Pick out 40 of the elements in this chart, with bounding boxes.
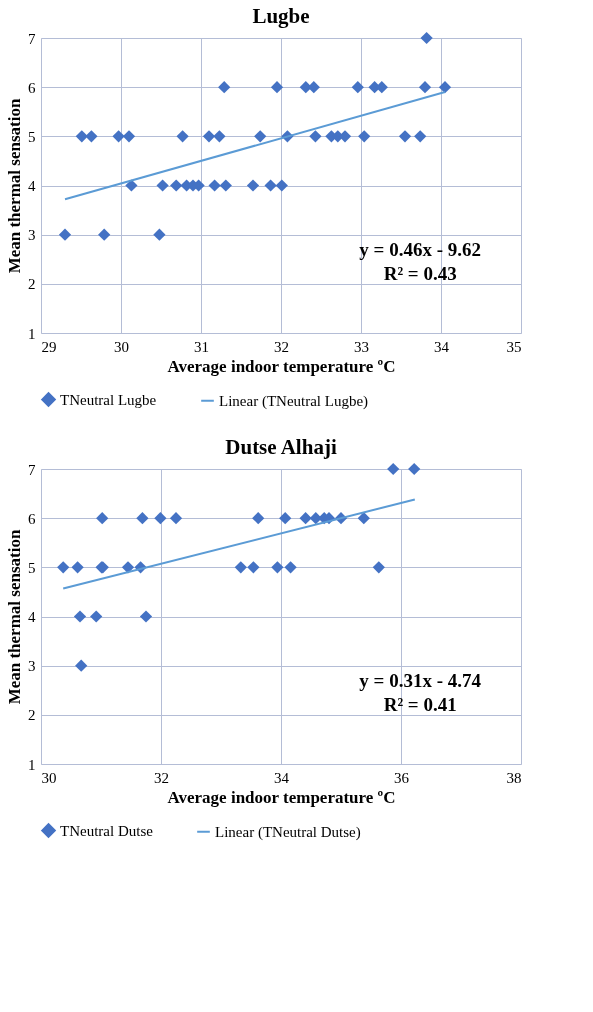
y-tick-label: 1	[28, 756, 36, 773]
x-tick-label: 32	[274, 338, 289, 355]
chart-title: Lugbe	[252, 4, 310, 28]
annotation: y = 0.31x - 4.74	[359, 670, 482, 692]
legend-label: TNeutral Dutse	[60, 822, 154, 839]
x-tick-label: 38	[506, 769, 522, 786]
x-tick-label: 34	[434, 338, 450, 355]
x-tick-label: 33	[354, 338, 369, 355]
y-tick-label: 6	[28, 79, 36, 96]
y-tick-label: 5	[28, 559, 36, 576]
x-axis-title: Average indoor temperature ºC	[167, 356, 396, 376]
annotation: R² = 0.41	[383, 694, 457, 716]
y-tick-label: 2	[28, 276, 36, 293]
y-tick-label: 3	[28, 658, 36, 675]
y-tick-label: 7	[28, 461, 36, 478]
x-tick-label: 30	[41, 769, 57, 786]
y-tick-label: 2	[28, 707, 36, 724]
annotation: y = 0.46x - 9.62	[359, 239, 482, 261]
y-tick-label: 4	[28, 609, 36, 625]
y-tick-label: 5	[28, 128, 36, 145]
x-tick-label: 35	[506, 338, 522, 355]
chart-title: Dutse Alhaji	[225, 435, 337, 459]
y-axis-title: Mean thermal sensation	[5, 98, 24, 274]
x-tick-label: 34	[274, 769, 290, 786]
x-tick-label: 30	[114, 338, 129, 355]
x-tick-label: 29	[41, 338, 57, 355]
y-tick-label: 6	[28, 510, 36, 527]
legend-label: Linear (TNeutral Dutse)	[215, 823, 361, 841]
y-tick-label: 4	[28, 178, 36, 194]
y-axis-title: Mean thermal sensation	[5, 529, 24, 705]
annotation: R² = 0.43	[383, 263, 457, 285]
legend-label: TNeutral Lugbe	[60, 391, 157, 408]
x-axis-title: Average indoor temperature ºC	[167, 787, 396, 807]
x-tick-label: 31	[194, 338, 209, 355]
x-tick-label: 32	[154, 769, 169, 786]
y-tick-label: 1	[28, 325, 36, 342]
legend-label: Linear (TNeutral Lugbe)	[219, 392, 369, 410]
y-tick-label: 7	[28, 30, 36, 47]
x-tick-label: 36	[394, 769, 410, 786]
y-tick-label: 3	[28, 227, 36, 244]
